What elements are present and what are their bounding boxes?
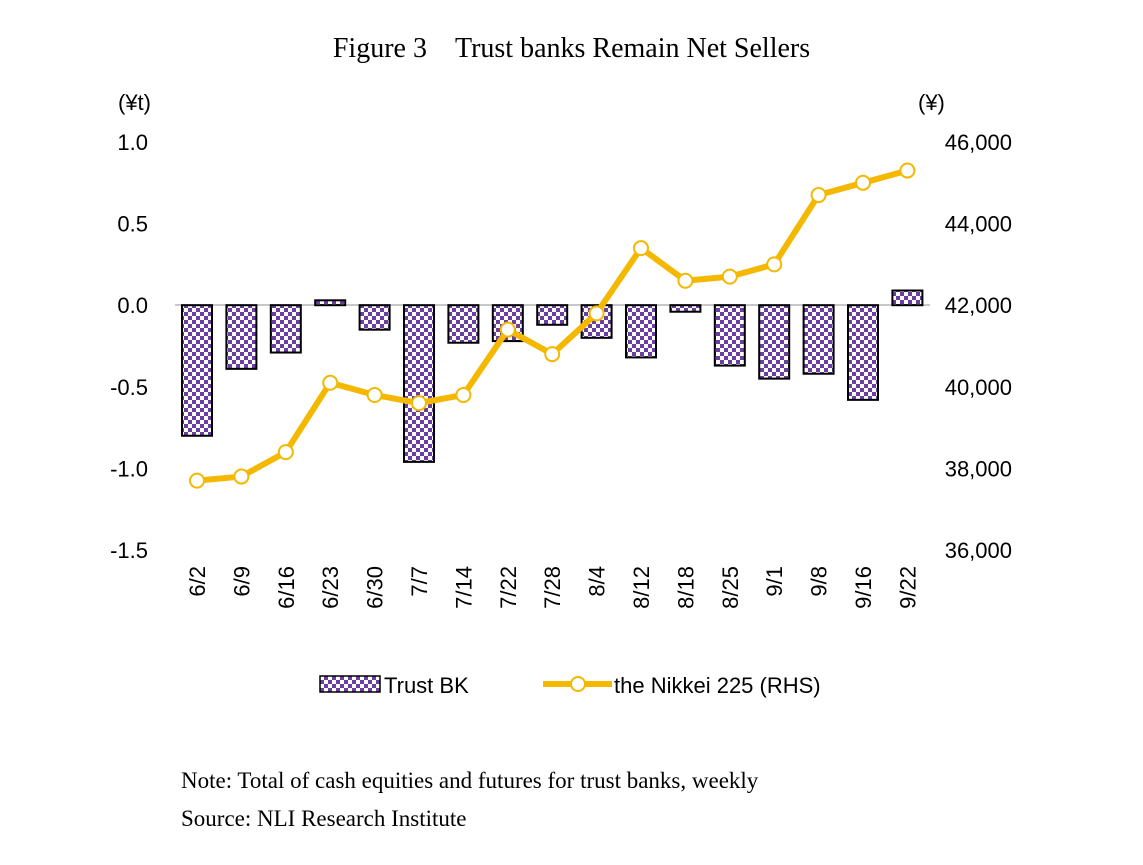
x-tick-label: 7/14 <box>451 566 476 609</box>
x-tick-label: 8/4 <box>585 566 610 597</box>
chart-title: Figure 3 Trust banks Remain Net Sellers <box>332 33 811 64</box>
x-tick-label: 6/9 <box>229 566 254 597</box>
right-tick-label: 40,000 <box>945 375 1012 400</box>
bar-6/30 <box>358 304 391 331</box>
x-tick-label: 6/16 <box>274 566 299 609</box>
nikkei-point-8/25 <box>721 268 738 285</box>
x-tick-label: 7/7 <box>407 566 432 597</box>
right-tick-label: 38,000 <box>945 456 1012 481</box>
x-tick-label: 9/16 <box>851 566 876 609</box>
x-tick-label: 9/1 <box>762 566 787 597</box>
left-tick-label: -1.5 <box>110 538 148 563</box>
right-axis-unit: (¥) <box>918 90 945 115</box>
left-tick-label: 0.5 <box>117 212 148 237</box>
bar-9/8 <box>802 304 835 375</box>
bar-7/14 <box>447 304 480 344</box>
bar-6/9 <box>225 304 258 370</box>
legend: Trust BK the Nikkei 225 (RHS) <box>319 673 821 698</box>
right-tick-label: 42,000 <box>945 293 1012 318</box>
legend-line-label: the Nikkei 225 (RHS) <box>614 673 821 698</box>
bar-8/12 <box>625 304 657 359</box>
nikkei-point-8/12 <box>633 240 649 257</box>
x-tick-label: 7/22 <box>496 566 521 609</box>
right-tick-label: 36,000 <box>945 538 1012 563</box>
nikkei-point-7/7 <box>411 395 427 412</box>
x-tick-label: 9/22 <box>895 566 920 609</box>
left-tick-label: 1.0 <box>117 130 148 155</box>
nikkei-point-8/4 <box>588 305 605 322</box>
bar-6/2 <box>181 304 213 437</box>
bar-6/16 <box>269 304 302 354</box>
bar-9/16 <box>847 304 879 401</box>
left-axis-unit: (¥t) <box>118 90 151 115</box>
nikkei-point-6/23 <box>322 374 339 391</box>
nikkei-point-7/22 <box>499 321 516 338</box>
right-tick-label: 46,000 <box>945 130 1012 155</box>
x-tick-label: 8/18 <box>673 566 698 609</box>
nikkei-point-7/14 <box>455 386 472 403</box>
note-text: Note: Total of cash equities and futures… <box>181 768 759 793</box>
legend-bar-swatch <box>319 675 381 693</box>
bar-9/22 <box>891 289 924 307</box>
bar-8/18 <box>669 304 702 313</box>
nikkei-point-9/16 <box>855 174 871 191</box>
right-tick-label: 44,000 <box>945 212 1012 237</box>
x-tick-label: 7/28 <box>540 566 565 609</box>
nikkei-point-9/8 <box>810 187 827 204</box>
x-tick-label: 6/30 <box>363 566 388 609</box>
left-tick-label: -0.5 <box>110 375 148 400</box>
nikkei-point-6/9 <box>233 468 250 485</box>
legend-bar-label: Trust BK <box>384 673 469 698</box>
nikkei-point-9/22 <box>899 162 916 179</box>
nikkei-point-6/2 <box>189 472 205 489</box>
legend-line-marker <box>570 676 586 692</box>
left-tick-label: -1.0 <box>110 456 148 481</box>
x-tick-label: 6/23 <box>318 566 343 609</box>
x-tick-label: 8/12 <box>629 566 654 609</box>
source-text: Source: NLI Research Institute <box>181 806 467 831</box>
nikkei-point-7/28 <box>544 346 561 363</box>
x-tick-label: 6/2 <box>185 566 210 597</box>
bar-7/28 <box>536 304 569 326</box>
nikkei-point-6/16 <box>277 444 294 461</box>
left-tick-label: 0.0 <box>117 293 148 318</box>
bar-6/23 <box>314 299 347 307</box>
x-tick-label: 9/8 <box>807 566 832 597</box>
x-tick-label: 8/25 <box>718 566 743 609</box>
nikkei-point-9/1 <box>766 256 783 273</box>
nikkei-point-6/30 <box>366 386 383 403</box>
bar-7/7 <box>403 304 435 463</box>
nikkei-point-8/18 <box>677 272 694 289</box>
bar-8/25 <box>713 304 746 367</box>
bar-9/1 <box>758 304 791 380</box>
